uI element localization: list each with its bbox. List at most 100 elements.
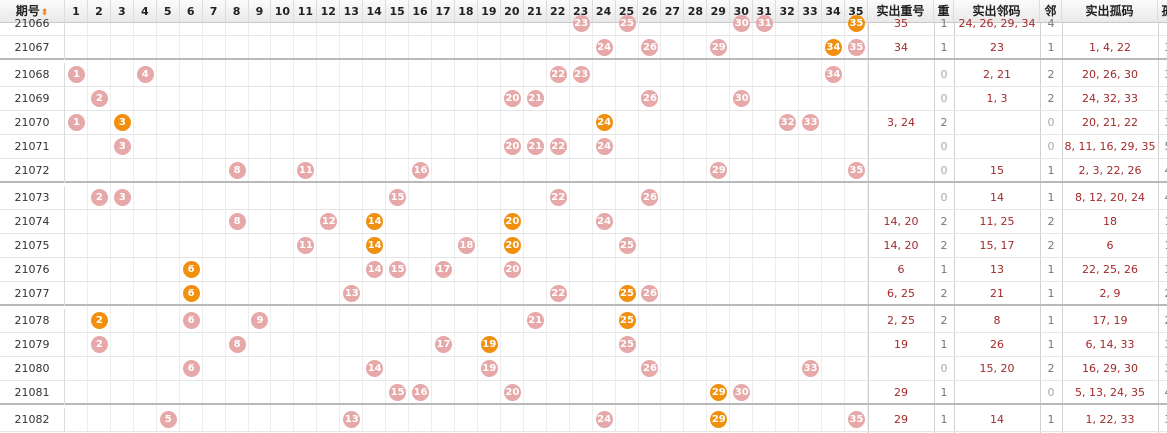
number-ball: 13 — [343, 411, 361, 428]
sort-arrows-icon[interactable]: ⬍ — [40, 8, 49, 18]
period-cell: 21077 — [0, 282, 65, 306]
number-column-header-8: 8 — [225, 0, 249, 23]
ac-cell: 1 — [1047, 287, 1055, 300]
table-row: 21072 8 11 16 29 35 0 15 1 2, 3, 22, 26 4 — [0, 159, 1167, 183]
column-divider — [868, 23, 869, 433]
repeat-number-ball: 35 — [847, 15, 865, 32]
number-ball: 26 — [641, 39, 659, 56]
isolated-cell: 2, 9 — [1099, 287, 1121, 300]
ic-cell: 3 — [1158, 258, 1167, 282]
number-ball: 25 — [618, 237, 636, 254]
repeat-cell — [868, 186, 934, 210]
ac-cell: 1 — [1047, 191, 1055, 204]
number-ball: 11 — [297, 237, 315, 254]
number-column-header-27: 27 — [661, 0, 685, 23]
number-ball: 25 — [618, 15, 636, 32]
column-divider — [453, 23, 455, 433]
number-ball: 20 — [503, 384, 521, 401]
number-ball: 20 — [503, 138, 521, 155]
period-cell: 21075 — [0, 234, 65, 258]
ic-cell: 3 — [1158, 87, 1167, 111]
adjacent-cell: 11, 25 — [979, 215, 1015, 228]
table-row: 21073 23 15 22 26 0 14 1 8, 12, 20, 24 4 — [0, 186, 1167, 210]
column-divider — [247, 23, 249, 433]
adjacent-cell: 2, 21 — [983, 68, 1011, 81]
number-column-header-13: 13 — [340, 0, 364, 23]
adjacent-cell: 21 — [990, 287, 1004, 300]
rc-cell: 0 — [940, 164, 948, 177]
table-row: 21081 15 16 20 29 30 29 1 0 5, 13, 24, 35 4 — [0, 381, 1167, 405]
period-label: 期号 — [15, 4, 40, 18]
period-cell: 21066 — [0, 12, 65, 36]
number-ball: 30 — [733, 90, 751, 107]
rc-cell: 1 — [940, 41, 948, 54]
number-ball: 22 — [549, 66, 567, 83]
repeat-number-ball: 29 — [710, 411, 728, 428]
number-ball: 24 — [595, 213, 613, 230]
rc-cell: 2 — [940, 314, 948, 327]
table-row: 21080 6 14 19 26 33 0 15, 20 2 16, 29, 30 3 — [0, 357, 1167, 381]
column-divider — [201, 23, 203, 433]
number-ball: 15 — [389, 189, 407, 206]
ac-cell: 1 — [1047, 338, 1055, 351]
number-ball: 24 — [595, 39, 613, 56]
ic-cell: 3 — [1158, 333, 1167, 357]
isolated-cell: 6 — [1106, 239, 1114, 252]
ic-cell: 4 — [1158, 159, 1167, 183]
repeat-cell: 2, 25 — [887, 314, 915, 327]
column-divider — [385, 23, 387, 433]
column-divider — [476, 23, 478, 433]
table-row: 21067 24 26 29 34 35 34 1 23 1 1, 4, 22 3 — [0, 36, 1167, 60]
adjacent-cell: 23 — [990, 41, 1004, 54]
repeat-cell: 14, 20 — [883, 239, 919, 252]
repeat-cell: 14, 20 — [883, 215, 919, 228]
number-column-header-32: 32 — [776, 0, 800, 23]
number-ball: 3 — [113, 189, 131, 206]
number-ball: 8 — [228, 162, 246, 179]
period-cell: 21080 — [0, 357, 65, 381]
ic-cell: 4 — [1158, 186, 1167, 210]
number-column-header-15: 15 — [386, 0, 410, 23]
number-column-header-19: 19 — [477, 0, 501, 23]
ic-cell: 3 — [1158, 357, 1167, 381]
number-ball: 2 — [90, 90, 108, 107]
repeat-cell — [868, 159, 934, 183]
column-divider — [293, 23, 295, 433]
ac-cell: 0 — [1047, 116, 1055, 129]
number-column-header-26: 26 — [638, 0, 662, 23]
number-ball: 16 — [412, 162, 430, 179]
ac-cell: 0 — [1047, 386, 1055, 399]
column-divider — [109, 23, 111, 433]
number-ball: 16 — [412, 384, 430, 401]
rc-cell: 2 — [940, 287, 948, 300]
number-ball: 21 — [526, 138, 544, 155]
column-divider — [843, 23, 845, 433]
number-ball: 23 — [572, 66, 590, 83]
number-column-header-9: 9 — [248, 0, 272, 23]
column-divider — [408, 23, 410, 433]
period-column-header[interactable]: 期号⬍ — [0, 0, 65, 23]
number-column-header-29: 29 — [707, 0, 731, 23]
repeat-number-ball: 29 — [710, 384, 728, 401]
ac-cell: 1 — [1047, 263, 1055, 276]
number-ball: 21 — [526, 312, 544, 329]
number-ball: 17 — [435, 261, 452, 278]
number-ball: 26 — [641, 360, 659, 377]
number-column-header-21: 21 — [523, 0, 547, 23]
column-divider — [339, 23, 341, 433]
number-ball: 2 — [90, 189, 108, 206]
repeat-cell — [868, 135, 934, 159]
isolated-cell: 24, 32, 33 — [1082, 92, 1138, 105]
period-cell: 21078 — [0, 309, 65, 333]
repeat-cell: 6 — [897, 263, 905, 276]
number-ball: 31 — [756, 15, 774, 32]
number-ball: 6 — [182, 312, 200, 329]
number-ball: 11 — [297, 162, 315, 179]
period-cell: 21071 — [0, 135, 65, 159]
column-divider — [954, 23, 955, 433]
adjacent-cell — [954, 111, 1040, 135]
period-cell: 21076 — [0, 258, 65, 282]
number-column-header-2: 2 — [87, 0, 111, 23]
adjacent-cell: 8 — [993, 314, 1001, 327]
column-divider — [178, 23, 180, 433]
